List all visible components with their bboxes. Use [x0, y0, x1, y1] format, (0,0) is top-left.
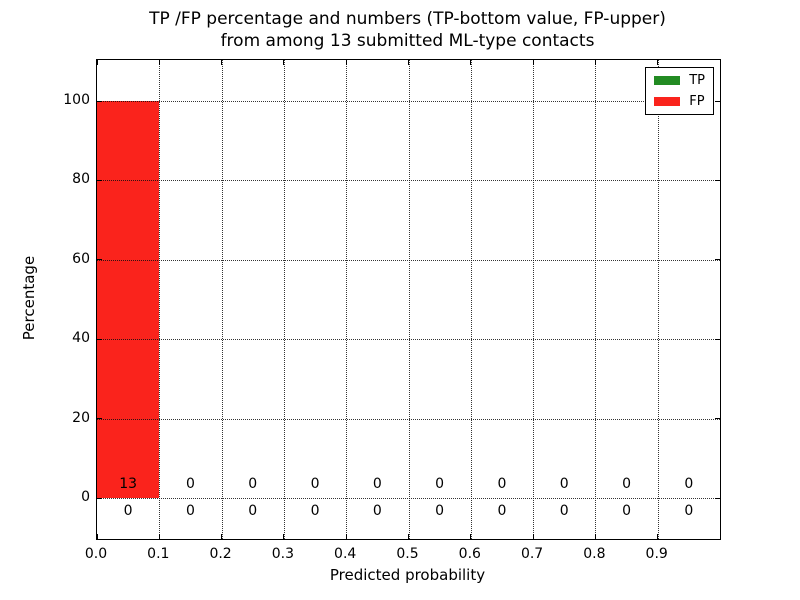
y-tick-label-20: 20: [72, 409, 90, 426]
x-tick-bottom-9: [657, 534, 659, 539]
v-gridline-0.3: [283, 60, 285, 539]
y-tick-label-80: 80: [72, 171, 90, 188]
legend-item-tp: TP: [654, 74, 705, 87]
y-tick-left-0: [97, 497, 102, 499]
fp-count-bin1: 0: [185, 476, 195, 492]
x-axis-label: Predicted probability: [329, 566, 486, 584]
y-tick-label-100: 100: [63, 92, 90, 108]
x-tick-top-6: [470, 60, 472, 65]
chart-title: TP /FP percentage and numbers (TP-bottom…: [96, 8, 719, 52]
x-tick-label-0.6: 0.6: [458, 546, 481, 562]
v-gridline-0.8: [595, 60, 597, 539]
x-tick-bottom-8: [594, 534, 596, 539]
v-gridline-0.1: [159, 60, 161, 539]
x-tick-bottom-6: [470, 534, 472, 539]
tp-color-swatch: [654, 76, 681, 85]
x-tick-bottom-7: [532, 534, 534, 539]
x-tick-bottom-5: [408, 534, 409, 539]
fp-color-swatch: [654, 97, 681, 106]
y-tick-left-40: [97, 338, 102, 340]
x-tick-top-9: [657, 60, 659, 65]
y-tick-right-40: [715, 338, 720, 340]
y-tick-right-80: [715, 179, 720, 181]
y-tick-left-100: [97, 100, 102, 102]
x-tick-label-0.4: 0.4: [334, 546, 357, 562]
x-tick-label-0.0: 0.0: [84, 546, 108, 562]
y-tick-right-0: [715, 497, 720, 499]
x-tick-top-8: [594, 60, 596, 65]
tp-count-bin9: 0: [684, 503, 694, 519]
legend-label-fp: FP: [689, 94, 705, 109]
x-tick-top-4: [345, 60, 347, 65]
x-tick-label-0.2: 0.2: [209, 546, 232, 562]
plot-area: TP FP 13 0 0 0 0 0 0 0 0 0 0 0 0 0 0 0 0 0 0 0: [96, 59, 721, 540]
tp-count-bin0: 0: [123, 503, 133, 519]
y-tick-label-60: 60: [72, 250, 90, 267]
fp-count-bin0: 13: [119, 476, 138, 492]
fp-count-bin6: 0: [497, 476, 507, 492]
tp-count-bin5: 0: [435, 503, 445, 519]
y-tick-left-20: [97, 418, 102, 420]
y-tick-left-80: [97, 179, 102, 181]
fp-count-bin7: 0: [559, 476, 569, 492]
y-tick-left-60: [97, 259, 102, 261]
v-gridline-0.5: [408, 60, 410, 539]
x-tick-top-0: [96, 60, 98, 65]
x-tick-label-0.1: 0.1: [147, 546, 170, 562]
x-tick-top-1: [158, 60, 160, 65]
x-tick-bottom-2: [221, 534, 223, 539]
tp-count-bin8: 0: [622, 503, 631, 519]
x-tick-bottom-4: [345, 534, 347, 539]
fp-count-bin9: 0: [684, 476, 694, 492]
chart-title-line1: TP /FP percentage and numbers (TP-bottom…: [149, 9, 666, 29]
v-gridline-0.4: [346, 60, 348, 539]
fp-count-bin8: 0: [622, 476, 631, 492]
tp-count-bin4: 0: [372, 503, 382, 519]
x-tick-top-2: [221, 60, 223, 65]
bar-fp-bin0: [97, 101, 160, 498]
v-gridline-0.2: [221, 60, 223, 539]
y-axis-label: Percentage: [20, 255, 38, 341]
v-gridline-0.9: [657, 60, 659, 539]
fp-count-bin5: 0: [435, 476, 445, 492]
legend-label-tp: TP: [689, 73, 705, 88]
x-tick-top-7: [532, 60, 534, 65]
y-tick-right-60: [715, 259, 720, 261]
chart-title-line2: from among 13 submitted ML-type contacts: [220, 31, 595, 51]
fp-count-bin3: 0: [310, 476, 320, 492]
x-tick-label-0.5: 0.5: [396, 546, 419, 562]
x-tick-label-0.9: 0.9: [645, 546, 668, 562]
y-tick-right-20: [715, 418, 720, 420]
v-gridline-0.7: [533, 60, 535, 539]
x-tick-bottom-0: [96, 534, 98, 539]
tp-count-bin2: 0: [248, 503, 258, 519]
x-tick-label-0.7: 0.7: [520, 546, 544, 562]
v-gridline-0.6: [470, 60, 472, 539]
tp-count-bin7: 0: [559, 503, 569, 519]
x-tick-top-5: [408, 60, 409, 65]
legend: TP FP: [645, 67, 714, 115]
x-tick-top-3: [283, 60, 285, 65]
x-tick-label-0.8: 0.8: [583, 546, 606, 562]
tp-count-bin3: 0: [310, 503, 320, 519]
fp-count-bin2: 0: [248, 476, 258, 492]
tp-count-bin1: 0: [185, 503, 195, 519]
x-tick-bottom-3: [283, 534, 285, 539]
legend-item-fp: FP: [654, 95, 705, 108]
x-tick-bottom-1: [158, 534, 160, 539]
fp-count-bin4: 0: [372, 476, 382, 492]
y-tick-label-0: 0: [81, 489, 90, 505]
y-tick-right-100: [715, 100, 720, 102]
x-tick-label-0.3: 0.3: [271, 546, 295, 562]
tp-count-bin6: 0: [497, 503, 507, 519]
y-tick-label-40: 40: [72, 330, 90, 347]
